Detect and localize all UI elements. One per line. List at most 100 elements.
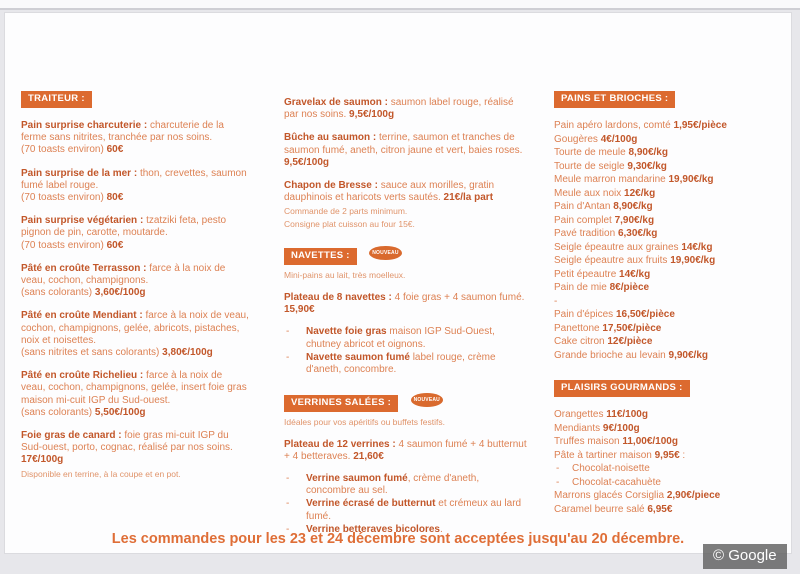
- product-price: 9,90€/kg: [668, 349, 709, 361]
- product-price: 12€/kg: [624, 187, 656, 199]
- price-line: Seigle épeautre aux fruits 19,90€/kg: [554, 254, 796, 268]
- menu-item-desc: 4 saumon fumé + 4 butternut + 4 betterav…: [284, 438, 527, 462]
- product-label: Pavé tradition: [554, 228, 618, 239]
- menu-item-price: 21,60€: [353, 450, 384, 462]
- menu-item-plateau-8-navettes: Plateau de 8 navettes : 4 foie gras + 4 …: [284, 292, 528, 316]
- photo-top-edge: [0, 0, 800, 10]
- product-label: Pâte à tartiner maison: [554, 449, 655, 461]
- price-line: Pain complet 7,90€/kg: [554, 214, 796, 228]
- product-label: Pain apéro lardons, comté: [554, 120, 674, 131]
- product-price: 19,90€/kg: [668, 174, 714, 185]
- bullet-rest: label rouge, crème d'aneth, concombre.: [306, 351, 496, 375]
- product-label: Pain d'épices: [554, 309, 616, 320]
- product-label: Seigle épeautre aux fruits: [554, 255, 671, 266]
- menu-item-pate-mendiant: Pâté en croûte Mendiant : farce à la noi…: [21, 310, 249, 359]
- product-label: Pain d'Antan: [554, 201, 614, 212]
- product-label: Cake citron: [554, 336, 608, 347]
- product-price: 8€/pièce: [609, 282, 650, 293]
- menu-item-name: Pâté en croûte Terrasson :: [21, 262, 147, 274]
- price-line: Pain d'épices 16,50€/pièce: [554, 308, 796, 322]
- menu-item-desc: farce à la noix de veau, cochon, champig…: [21, 262, 226, 287]
- footer-notice: Les commandes pour les 23 et 24 décembre…: [111, 531, 685, 547]
- product-label: Chocolat-cacahuète: [572, 476, 661, 488]
- price-line: Mendiants 9€/100g: [554, 422, 796, 436]
- product-price: 11€/100g: [606, 409, 648, 420]
- product-suffix: :: [679, 449, 686, 461]
- separator-dash: -: [554, 295, 558, 307]
- product-price: 7,90€/kg: [614, 214, 655, 226]
- price-line-sub: - Chocolat-cacahuète: [554, 476, 796, 490]
- price-line: Pain d'Antan 8,90€/kg: [554, 200, 796, 214]
- price-line: Tourte de meule 8,90€/kg: [554, 146, 796, 160]
- list-item: - Navette saumon fumé label rouge, crème…: [284, 352, 528, 376]
- google-attribution: © Google: [703, 544, 787, 569]
- product-label: Truffes maison: [554, 436, 623, 447]
- product-price: 4€/100g: [600, 133, 638, 145]
- product-label: Chocolat-noisette: [572, 463, 650, 474]
- menu-item-price: 15,90€: [284, 304, 315, 316]
- menu-item-price: 9,5€/100g: [284, 156, 330, 168]
- product-price: 19,90€/kg: [670, 255, 716, 266]
- product-label: Panettone: [554, 322, 603, 334]
- menu-item-price: 3,60€/100g: [94, 287, 146, 299]
- bullet-dash: -: [286, 498, 290, 510]
- price-line-separator: -: [554, 295, 796, 309]
- menu-item-buche-saumon: Bûche au saumon : terrine, saumon et tra…: [284, 132, 528, 169]
- bullet-bold: Verrine écrasé de butternut: [306, 498, 436, 510]
- nouveau-stamp-icon: NOUVEAU: [410, 392, 443, 407]
- product-price: 1,95€/pièce: [673, 120, 727, 131]
- bullet-rest: .: [439, 523, 443, 535]
- bullet-rest: maison IGP Sud-Ouest, chutney abricot et…: [306, 326, 495, 350]
- price-line: Pain apéro lardons, comté 1,95€/pièce: [554, 119, 796, 133]
- product-price: 11,00€/100g: [622, 436, 678, 447]
- product-price: 16,50€/pièce: [615, 309, 675, 320]
- section-badge-plaisirs: PLAISIRS GOURMANDS :: [554, 380, 690, 397]
- section-badge-verrines: VERRINES SALÉES :: [284, 395, 399, 413]
- list-item: - Verrine betteraves bicolores.: [284, 524, 528, 536]
- list-item: - Verrine saumon fumé, crème d'aneth, co…: [284, 473, 528, 497]
- section-subtitle: Idéales pour vos apéritifs ou buffets fe…: [284, 417, 445, 428]
- product-label: Petit épeautre: [554, 268, 620, 280]
- navettes-bullet-list: - Navette foie gras maison IGP Sud-Ouest…: [284, 326, 528, 376]
- bullet-bold: Navette saumon fumé: [306, 351, 410, 363]
- menu-item-price: 9,5€/100g: [349, 109, 395, 121]
- menu-item-name: Bûche au saumon :: [284, 132, 377, 144]
- price-line: Grande brioche au levain 9,90€/kg: [554, 349, 796, 363]
- menu-item-price: 80€: [106, 192, 124, 204]
- menu-item-tail: (70 toasts environ): [21, 239, 104, 251]
- bullet-dash: -: [556, 476, 560, 488]
- menu-item-desc: farce à la noix de veau, cochon, champig…: [21, 310, 249, 346]
- product-price: 14€/kg: [681, 241, 713, 253]
- price-line: Pâte à tartiner maison 9,95€ :: [554, 449, 796, 463]
- product-label: Orangettes: [554, 409, 607, 420]
- product-label: Caramel beurre salé: [554, 503, 648, 515]
- product-label: Meule marron mandarine: [554, 174, 669, 185]
- menu-item-desc: foie gras mi-cuit IGP du Sud-ouest, port…: [21, 430, 233, 454]
- product-price: 9€/100g: [602, 422, 640, 434]
- document-page: TRAITEUR : Pain surprise charcuterie : c…: [4, 12, 792, 554]
- price-line: Meule marron mandarine 19,90€/kg: [554, 173, 796, 187]
- menu-item-name: Gravelax de saumon :: [284, 97, 388, 108]
- list-item: - Navette foie gras maison IGP Sud-Ouest…: [284, 326, 528, 350]
- bullet-rest: , crème d'aneth, concombre au sel.: [306, 473, 480, 497]
- price-line: Cake citron 12€/pièce: [554, 335, 796, 349]
- price-line: Pain de mie 8€/pièce: [554, 281, 796, 295]
- bullet-bold: Navette foie gras: [306, 326, 387, 338]
- product-label: Seigle épeautre aux graines: [554, 241, 682, 253]
- bullet-dash: -: [286, 351, 290, 363]
- menu-item-gravelax: Gravelax de saumon : saumon label rouge,…: [284, 97, 528, 121]
- section-header-navettes: NAVETTES : NOUVEAU: [284, 245, 528, 266]
- menu-item-desc: charcuterie de la ferme sans nitrites, t…: [21, 120, 224, 144]
- product-label: Grande brioche au levain: [554, 349, 669, 361]
- menu-item-name: Pain surprise charcuterie :: [21, 120, 148, 131]
- menu-item-tail: (sans colorants): [21, 287, 93, 299]
- bullet-rest: et crémeux au lard fumé.: [306, 498, 522, 522]
- price-line-sub: - Chocolat-noisette: [554, 462, 796, 476]
- menu-item-price: 21€/la part: [443, 192, 494, 204]
- menu-item-tail: (sans nitrites et sans colorants): [21, 347, 160, 359]
- menu-item-name: Pâté en croûte Richelieu :: [21, 370, 144, 382]
- pains-price-list: Pain apéro lardons, comté 1,95€/pièce Go…: [554, 119, 796, 362]
- menu-item-desc: sauce aux morilles, gratin dauphinois et…: [284, 180, 495, 204]
- bullet-bold: Verrine saumon fumé: [306, 473, 408, 485]
- menu-item-price: 60€: [106, 144, 124, 156]
